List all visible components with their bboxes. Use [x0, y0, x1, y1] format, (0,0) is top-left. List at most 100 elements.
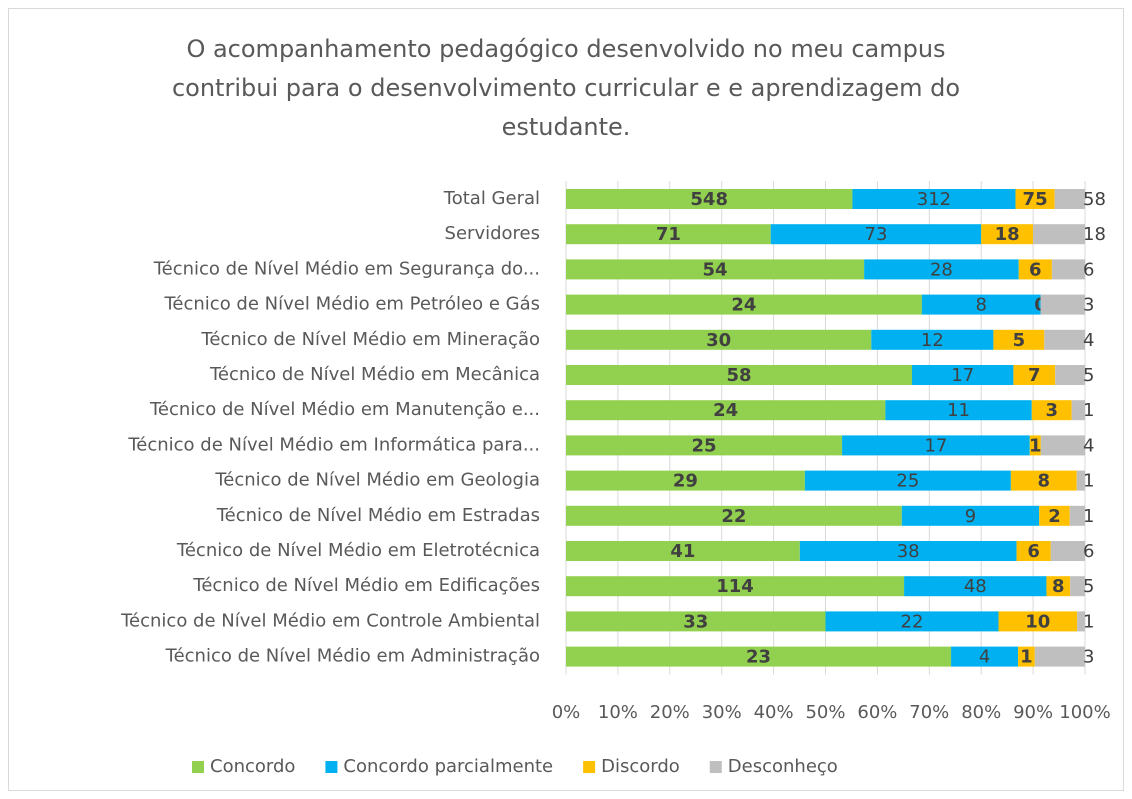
data-label: 312 [917, 189, 951, 210]
bar-segment [566, 329, 872, 350]
bar-segment [1054, 189, 1085, 209]
bar-segment [566, 470, 805, 491]
bar-segment [566, 224, 771, 245]
data-label: 1 [1029, 435, 1042, 456]
x-tick-label: 20% [650, 702, 690, 723]
bar-segment [1018, 646, 1035, 667]
data-label: 18 [995, 224, 1020, 245]
y-tick-label: Total Geral [443, 188, 540, 209]
data-label: 1 [1083, 611, 1094, 632]
legend-label: Discordo [601, 756, 680, 777]
data-label: 30 [706, 330, 731, 351]
data-label: 58 [726, 365, 751, 386]
bar-segment [1039, 505, 1070, 526]
data-label: 18 [1083, 224, 1106, 245]
data-label: 41 [670, 541, 695, 562]
bar-segment [1070, 576, 1085, 597]
y-tick-label: Técnico de Nível Médio em Segurança do..… [153, 258, 540, 279]
data-label: 24 [731, 295, 756, 316]
x-tick-label: 30% [702, 702, 742, 723]
bar-segment [1055, 365, 1085, 385]
data-label: 8 [1038, 471, 1051, 492]
bar-segment [566, 189, 853, 209]
data-label: 8 [975, 295, 986, 316]
y-tick-label: Técnico de Nível Médio em Estradas [216, 505, 540, 526]
data-label: 6 [1083, 541, 1094, 562]
x-tick-label: 90% [1013, 702, 1053, 723]
data-label: 5 [1083, 365, 1094, 386]
bar-segment [566, 400, 886, 421]
data-label: 28 [930, 259, 953, 280]
data-label: 25 [896, 471, 919, 492]
bar-segment [1077, 611, 1085, 632]
data-label: 48 [964, 576, 987, 597]
legend-swatch [192, 761, 204, 773]
y-tick-label: Servidores [445, 223, 540, 244]
y-tick-label: Técnico de Nível Médio em Manutenção e..… [149, 399, 540, 420]
bar-segment [1016, 541, 1051, 561]
y-tick-label: Técnico de Nível Médio em Petróleo e Gás [163, 294, 540, 315]
data-label: 54 [703, 259, 728, 280]
x-tick-label: 60% [857, 702, 897, 723]
data-label: 4 [979, 647, 990, 668]
bar-segment [770, 224, 982, 245]
bar-segment [864, 259, 1019, 280]
bar-segment [852, 189, 1016, 209]
bar-segment [566, 576, 905, 597]
bar-segment [904, 576, 1047, 597]
bar-segment [921, 294, 1041, 315]
bar-segment [1029, 435, 1041, 456]
data-label: 5 [1013, 330, 1026, 351]
bar-segment [981, 224, 1034, 245]
bar-segment [566, 435, 843, 456]
x-tick-label: 70% [909, 702, 949, 723]
bar-segment [825, 611, 999, 632]
y-tick-label: Técnico de Nível Médio em Controle Ambie… [120, 610, 540, 631]
bar-segment [1013, 365, 1056, 385]
x-tick-label: 100% [1059, 702, 1110, 723]
bar-segment [998, 611, 1078, 632]
data-label: 12 [921, 330, 944, 351]
legend-swatch [583, 761, 596, 773]
data-label: 5 [1083, 576, 1094, 597]
bar-segment [1040, 435, 1085, 456]
bar-segment [1031, 400, 1072, 421]
bar-segment [566, 365, 912, 385]
data-label: 58 [1083, 189, 1106, 210]
legend-swatch [709, 761, 722, 773]
bar-segment [993, 329, 1045, 350]
bar-segment [1071, 400, 1085, 421]
data-label: 11 [947, 400, 970, 421]
bar-segment [1076, 470, 1085, 491]
data-label: 23 [746, 647, 771, 668]
legend-label: Concordo [210, 756, 295, 777]
data-label: 22 [721, 506, 746, 527]
x-tick-label: 40% [754, 702, 794, 723]
x-tick-label: 10% [598, 702, 638, 723]
data-label: 3 [1083, 295, 1094, 316]
data-label: 25 [692, 435, 717, 456]
y-tick-label: Técnico de Nível Médio em Geologia [214, 470, 540, 491]
data-label: 114 [716, 576, 754, 597]
chart-border [8, 8, 1124, 791]
bar-segment [1040, 294, 1085, 315]
bar-segment [901, 505, 1040, 526]
data-label: 3 [1083, 647, 1094, 668]
data-label: 1 [1020, 647, 1033, 668]
bar-segment [1046, 576, 1071, 597]
data-label: 38 [897, 541, 920, 562]
bar-segment [842, 435, 1030, 456]
data-label: 75 [1023, 189, 1048, 210]
bar-segment [566, 541, 800, 561]
bar-segment [1018, 259, 1052, 280]
data-label: 6 [1029, 259, 1042, 280]
data-label: 17 [924, 435, 947, 456]
bar-segment [566, 505, 902, 526]
data-label: 10 [1025, 611, 1050, 632]
data-label: 33 [683, 611, 708, 632]
bar-segment [1044, 329, 1085, 350]
legend-label: Concordo parcialmente [343, 756, 553, 777]
data-label: 1 [1083, 471, 1094, 492]
bar-segment [804, 470, 1011, 491]
